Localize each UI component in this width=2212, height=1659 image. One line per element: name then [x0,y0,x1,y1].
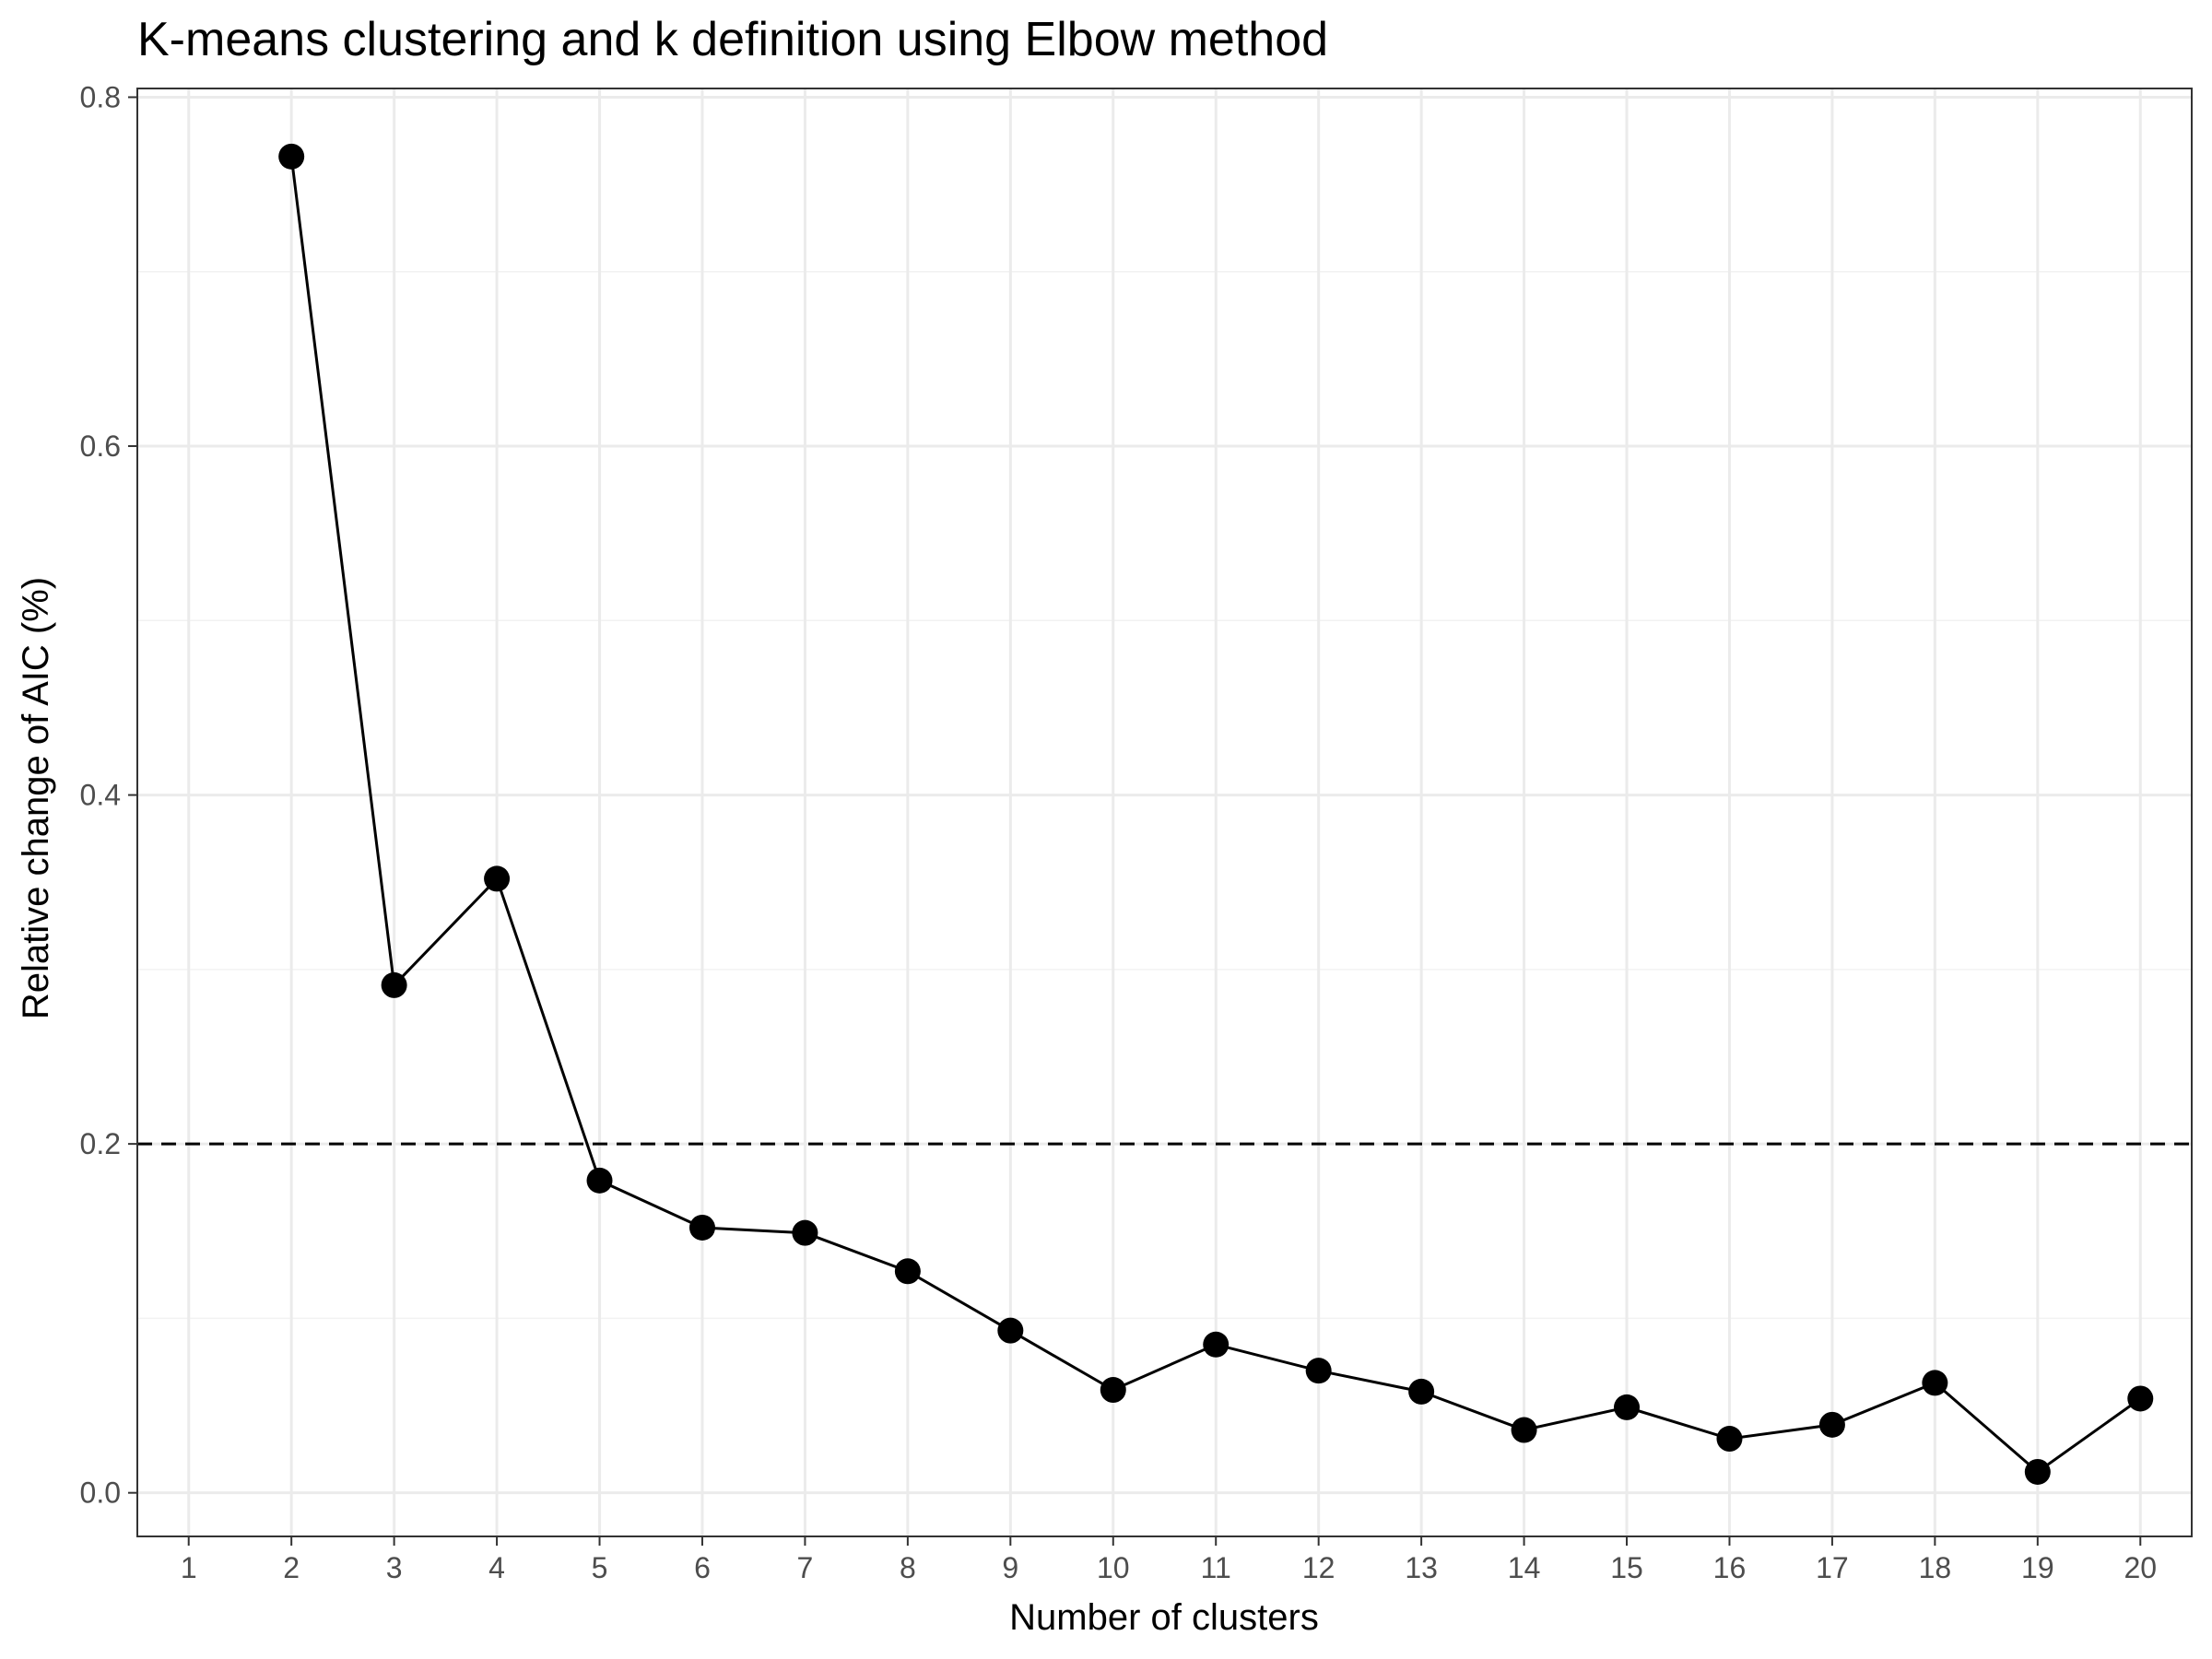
data-points [278,143,2154,1485]
x-tick-label: 4 [488,1551,505,1584]
minor-gridlines [137,270,2192,1320]
data-point [1716,1426,1743,1453]
chart-title: K-means clustering and k definition usin… [137,13,1328,66]
x-axis-title: Number of clusters [1009,1597,1319,1638]
data-point [381,971,407,998]
data-point [1511,1417,1537,1443]
x-tick-label: 9 [1002,1551,1018,1584]
x-gridlines [187,88,2142,1536]
x-tick-label: 5 [592,1551,608,1584]
plot-border [136,88,2193,1537]
data-point [997,1317,1024,1344]
y-tick-label: 0.4 [80,779,121,812]
data-point [1408,1378,1435,1405]
x-axis: 1 2 3 4 5 6 7 8 9 10 11 12 13 14 15 16 17 18 19 20 [181,1536,2157,1584]
x-tick-label: 10 [1097,1551,1130,1584]
data-point [688,1214,715,1241]
y-tick-label: 0.0 [80,1477,121,1510]
x-tick-label: 3 [386,1551,403,1584]
data-point [484,865,511,892]
data-point [1818,1411,1845,1438]
y-tick-label: 0.2 [80,1127,121,1160]
data-point [1305,1358,1332,1384]
y-tick-label: 0.6 [80,429,121,463]
x-tick-label: 2 [283,1551,300,1584]
x-tick-label: 20 [2124,1551,2157,1584]
data-point [894,1258,921,1285]
y-axis-title: Relative change of AIC (%) [16,577,56,1019]
x-tick-label: 14 [1508,1551,1541,1584]
x-tick-label: 1 [181,1551,197,1584]
x-tick-label: 8 [900,1551,916,1584]
x-tick-label: 13 [1405,1551,1438,1584]
data-point [1100,1377,1126,1404]
x-tick-label: 12 [1302,1551,1335,1584]
x-tick-label: 17 [1816,1551,1849,1584]
y-tick-label: 0.8 [80,80,121,113]
data-point [2127,1385,2154,1412]
x-tick-label: 7 [797,1551,814,1584]
data-point [2024,1458,2051,1485]
x-tick-label: 15 [1610,1551,1643,1584]
x-tick-label: 11 [1201,1551,1231,1584]
plot-panel [137,88,2192,1536]
x-tick-label: 18 [1919,1551,1952,1584]
x-tick-label: 19 [2021,1551,2054,1584]
data-point [1203,1331,1230,1358]
data-point [1614,1394,1641,1420]
data-point [278,143,305,170]
y-axis: 0.0 0.2 0.4 0.6 0.8 [80,80,137,1510]
data-point [586,1167,613,1194]
x-tick-label: 6 [694,1551,711,1584]
data-point [792,1219,818,1246]
data-point [1922,1370,1948,1396]
x-tick-label: 16 [1713,1551,1747,1584]
